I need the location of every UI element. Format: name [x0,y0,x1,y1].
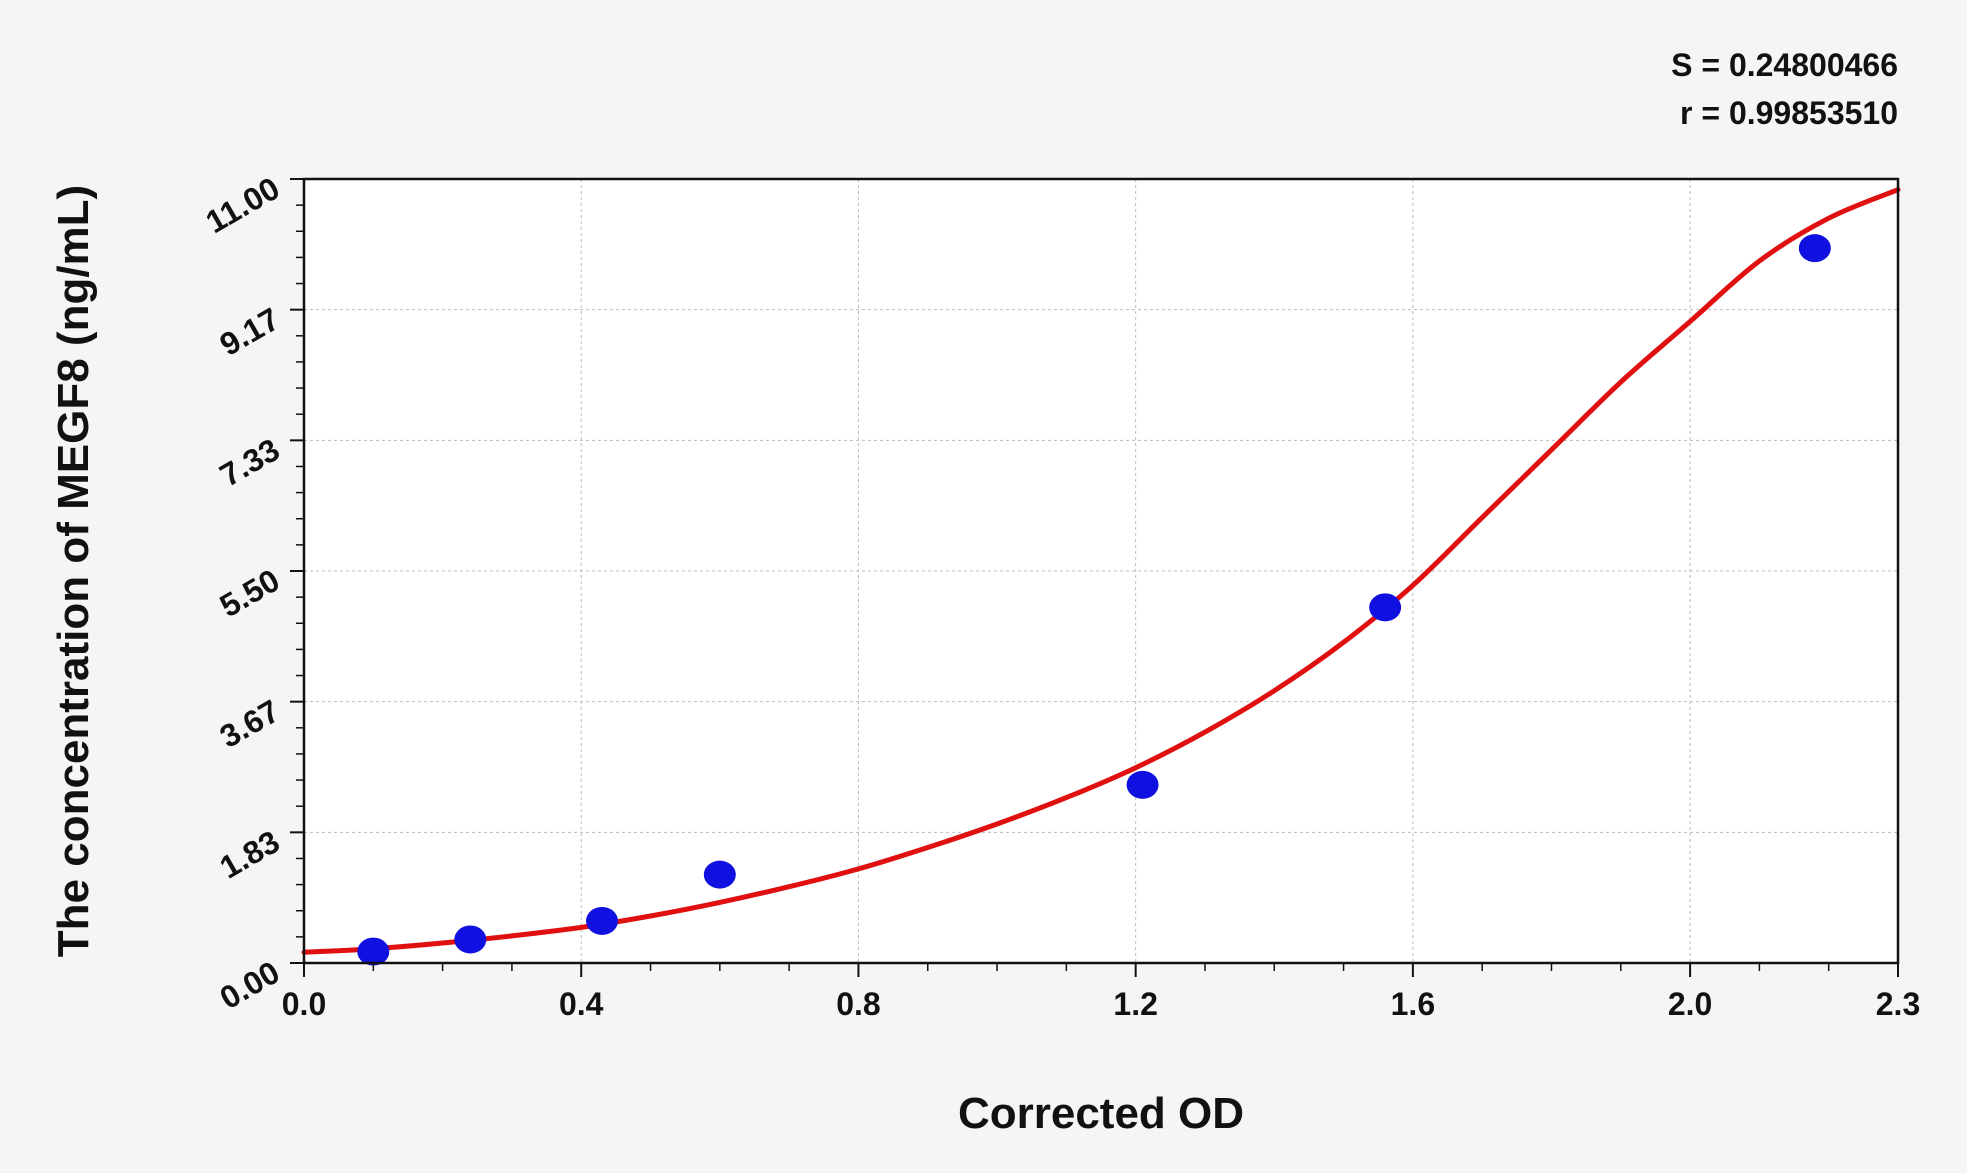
y-tick-label: 5.50 [214,562,286,624]
x-tick-label: 0.4 [559,986,604,1022]
x-axis-title: Corrected OD [958,1089,1244,1138]
y-tick-label: 1.83 [214,823,286,885]
plot-area [304,179,1898,963]
x-tick-label: 0.0 [282,986,326,1022]
x-tick-label: 1.6 [1391,986,1435,1022]
y-tick-label: 9.17 [214,301,286,363]
y-tick-label: 7.33 [214,431,286,493]
y-axis-title: The concentration of MEGF8 (ng/mL) [49,185,98,957]
grid-lines [304,179,1898,963]
s-value-annotation: S = 0.24800466 [1671,47,1898,83]
y-tick-label: 0.00 [214,954,286,1016]
data-point [1126,770,1159,799]
data-point [357,937,390,966]
x-tick-label: 2.0 [1668,986,1712,1022]
y-tick-label: 3.67 [214,693,286,755]
x-axis: 0.0 0.4 0.8 1.2 1.6 2.0 2.3 [282,963,1920,1022]
data-point [1798,234,1831,263]
x-tick-label: 1.2 [1113,986,1157,1022]
x-tick-label: 2.3 [1876,986,1920,1022]
data-points-layer [357,234,1831,966]
data-point [586,906,619,935]
data-point [703,860,736,889]
y-axis: 0.00 1.83 3.67 5.50 7.33 9.17 11.00 [200,170,304,1016]
data-point [454,925,487,954]
data-point [1369,593,1402,622]
fit-curve-line [301,187,1901,955]
x-tick-label: 0.8 [836,986,880,1022]
fit-curve-layer [301,187,1901,955]
r-value-annotation: r = 0.99853510 [1680,95,1898,131]
y-tick-label: 11.00 [200,170,286,240]
